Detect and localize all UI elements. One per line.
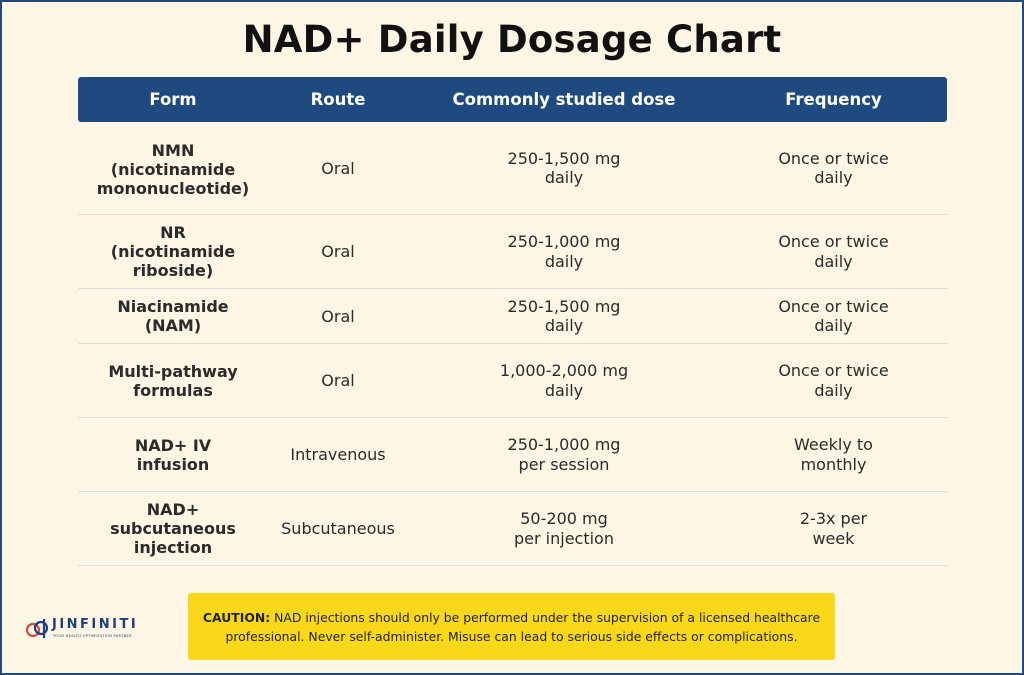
dose-line: per injection [514, 528, 614, 548]
dose-cell: 250-1,500 mg daily [408, 149, 720, 188]
header-form: Form [149, 90, 197, 109]
frequency-line: 2-3x per [799, 509, 868, 528]
form-line: (nicotinamide [110, 159, 236, 179]
route-cell: Intravenous [290, 445, 386, 464]
form-line: NAD+ IV [134, 435, 212, 455]
form-cell: NMN (nicotinamide mononucleotide) [78, 139, 268, 198]
caution-label: CAUTION: [202, 609, 271, 625]
frequency-cell: Once or twice daily [720, 297, 947, 336]
form-line: mononucleotide) [96, 178, 250, 198]
dose-line: 1,000-2,000 mg [499, 361, 629, 380]
frequency-line: Weekly to [794, 435, 873, 454]
form-line: NR [160, 223, 186, 242]
dose-line: daily [544, 168, 584, 187]
route-cell: Oral [321, 306, 355, 326]
dose-line: 250-1,000 mg [507, 232, 621, 251]
form-cell: NAD+ subcutaneous injection [78, 500, 268, 557]
caution-box: CAUTION: NAD injections should only be p… [188, 593, 835, 660]
table-row: Niacinamide (NAM) Oral 250-1,500 mg dail… [78, 289, 947, 344]
form-line: NMN [151, 140, 195, 160]
form-line: Multi-pathway [108, 361, 238, 381]
form-line: formulas [133, 380, 213, 400]
table-row: NMN (nicotinamide mononucleotide) Oral 2… [78, 122, 947, 215]
dose-cell: 250-1,000 mg per session [408, 435, 720, 474]
route-cell: Subcutaneous [281, 519, 395, 538]
frequency-cell: Weekly to monthly [720, 435, 947, 474]
table-row: NAD+ subcutaneous injection Subcutaneous… [78, 492, 947, 566]
frequency-line: daily [814, 168, 853, 187]
frequency-line: Once or twice [778, 296, 889, 316]
frequency-cell: Once or twice daily [720, 149, 947, 188]
frequency-cell: 2-3x per week [720, 509, 947, 548]
form-cell: NAD+ IV infusion [78, 436, 268, 474]
dose-line: 50-200 mg [520, 509, 608, 528]
form-line: subcutaneous [110, 519, 236, 538]
frequency-line: Once or twice [778, 232, 889, 251]
form-cell: NR (nicotinamide riboside) [78, 223, 268, 280]
form-line: riboside) [132, 261, 214, 280]
header-route: Route [310, 90, 366, 109]
header-frequency: Frequency [785, 90, 882, 109]
form-line: infusion [136, 454, 210, 474]
table-row: NAD+ IV infusion Intravenous 250-1,000 m… [78, 418, 947, 492]
dose-cell: 250-1,000 mg daily [408, 232, 720, 271]
route-cell: Oral [321, 242, 355, 261]
logo-icon [25, 619, 49, 638]
dose-cell: 1,000-2,000 mg daily [408, 361, 720, 400]
dosage-table: Form Route Commonly studied dose Frequen… [78, 77, 947, 566]
form-line: Niacinamide [117, 297, 229, 316]
frequency-line: daily [814, 380, 853, 400]
form-line: NAD+ [146, 500, 200, 519]
dose-line: 250-1,000 mg [507, 435, 621, 454]
page-title: NAD+ Daily Dosage Chart [242, 18, 782, 61]
frequency-line: Once or twice [778, 361, 889, 380]
dose-cell: 50-200 mg per injection [408, 509, 720, 548]
frequency-line: monthly [800, 454, 867, 474]
table-row: NR (nicotinamide riboside) Oral 250-1,00… [78, 215, 947, 289]
frequency-line: week [812, 528, 855, 548]
dose-line: daily [544, 380, 584, 400]
caution-text: CAUTION: NAD injections should only be p… [202, 608, 821, 646]
form-line: injection [133, 538, 213, 557]
dose-line: daily [544, 316, 584, 335]
dose-line: per session [518, 454, 610, 474]
form-cell: Multi-pathway formulas [78, 362, 268, 400]
table-row: Multi-pathway formulas Oral 1,000-2,000 … [78, 344, 947, 418]
logo-tagline: YOUR HEALTH OPTIMIZATION PARTNER [53, 634, 132, 638]
frequency-line: daily [814, 251, 853, 271]
frequency-cell: Once or twice daily [720, 232, 947, 271]
form-line: (NAM) [144, 316, 202, 335]
caution-message: NAD injections should only be performed … [225, 609, 821, 644]
frequency-cell: Once or twice daily [720, 361, 947, 400]
form-cell: Niacinamide (NAM) [78, 297, 268, 335]
dose-line: 250-1,500 mg [507, 148, 621, 168]
dose-line: 250-1,500 mg [507, 296, 621, 316]
header-dose: Commonly studied dose [452, 90, 676, 109]
route-cell: Oral [321, 158, 355, 178]
dose-line: daily [544, 251, 584, 271]
frequency-line: daily [814, 316, 853, 335]
table-header: Form Route Commonly studied dose Frequen… [78, 77, 947, 122]
logo-name: JINFINITI [52, 617, 139, 632]
form-line: (nicotinamide [110, 242, 236, 261]
route-cell: Oral [321, 371, 355, 390]
frequency-line: Once or twice [778, 148, 889, 168]
dose-cell: 250-1,500 mg daily [408, 297, 720, 336]
jinfiniti-logo: JINFINITI YOUR HEALTH OPTIMIZATION PARTN… [24, 616, 144, 642]
